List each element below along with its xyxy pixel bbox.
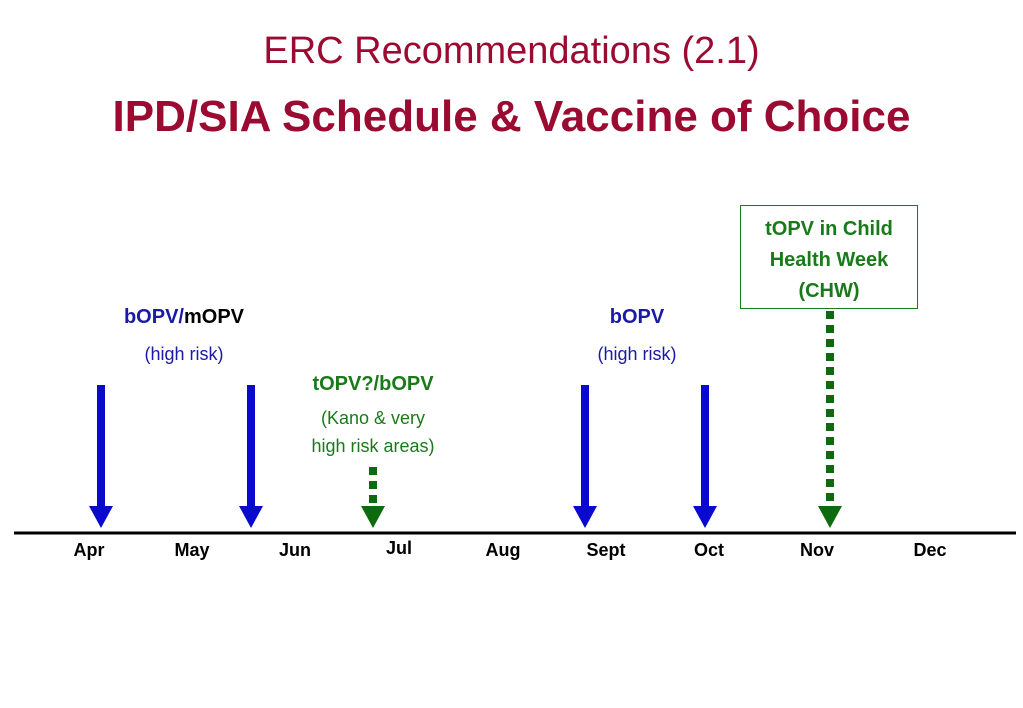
- sept-oct-vaccine-label: bOPV: [609, 306, 665, 328]
- month-label-aug: Aug: [485, 540, 521, 560]
- month-label-may: May: [174, 540, 210, 560]
- apr-may-vaccine-blue: bOPV/: [123, 306, 184, 328]
- title-line-1: ERC Recommendations (2.1): [263, 30, 760, 72]
- arrow-jun: [239, 385, 263, 528]
- arrow-apr: [89, 385, 113, 528]
- arrow-sept: [573, 385, 597, 528]
- month-label-sept: Sept: [586, 540, 626, 560]
- apr-may-note: (high risk): [144, 344, 224, 364]
- month-label-dec: Dec: [913, 540, 947, 560]
- jul-note-line-2: high risk areas): [311, 436, 435, 456]
- month-label-oct: Oct: [693, 540, 724, 560]
- month-label-apr: Apr: [73, 540, 105, 560]
- arrow-oct: [693, 385, 717, 528]
- apr-may-vaccine-label: bOPV/mOPV: [84, 306, 284, 329]
- sept-oct-note: (high risk): [597, 344, 677, 364]
- chw-box-text: tOPV in Child Health Week (CHW): [765, 218, 893, 302]
- month-label-jul: Jul: [385, 538, 412, 558]
- arrow-nov: [818, 311, 842, 528]
- arrow-jul: [361, 467, 385, 528]
- month-label-jun: Jun: [278, 540, 311, 560]
- title-line-2: IPD/SIA Schedule & Vaccine of Choice: [112, 92, 911, 141]
- month-label-nov: Nov: [799, 540, 834, 560]
- apr-may-vaccine-black: mOPV: [183, 306, 245, 328]
- chw-box: tOPV in Child Health Week (CHW): [740, 205, 918, 309]
- jul-vaccine-label: tOPV?/bOPV: [312, 373, 434, 395]
- jul-note-line-1: (Kano & very: [320, 408, 426, 428]
